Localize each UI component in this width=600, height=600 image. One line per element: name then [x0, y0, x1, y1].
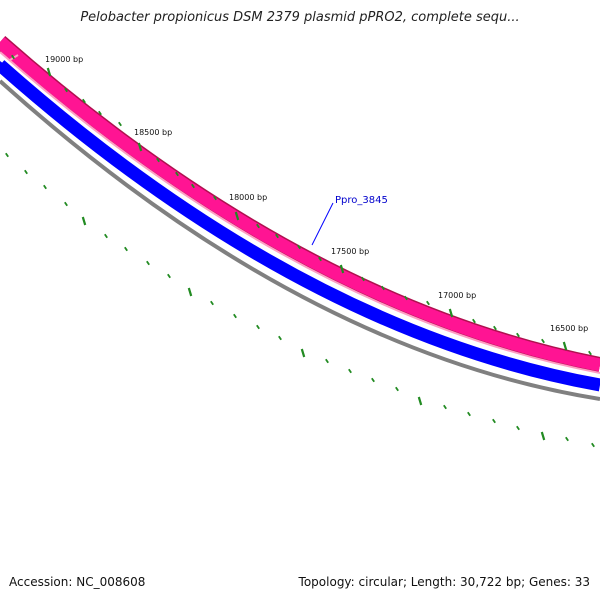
minor-tick [472, 318, 476, 324]
inner-minor-tick [591, 442, 595, 448]
inner-minor-tick [467, 411, 471, 417]
scale-label: 19000 bp [45, 55, 83, 64]
inner-minor-tick [167, 273, 171, 279]
inner-minor-tick [43, 184, 47, 190]
minor-tick [256, 223, 260, 229]
minor-tick [516, 332, 520, 338]
minor-tick [118, 121, 122, 127]
minor-tick [404, 295, 408, 301]
inner-scale-ticks [5, 152, 595, 448]
inner-minor-tick [146, 260, 150, 266]
minor-tick [82, 98, 86, 104]
plus-strand-track-highlight [0, 51, 600, 374]
minor-tick [318, 256, 322, 262]
major-tick [137, 142, 143, 152]
minor-tick [493, 325, 497, 331]
inner-minor-tick [124, 246, 128, 252]
inner-minor-tick [278, 335, 282, 341]
gene-label-leader-line [311, 202, 334, 246]
backbone-circle [0, 79, 600, 401]
inner-minor-tick [210, 300, 214, 306]
minus-strand-gene-end[interactable] [0, 61, 4, 71]
summary-text: Topology: circular; Length: 30,722 bp; G… [298, 575, 590, 589]
plus-strand-track-edge [0, 35, 600, 373]
outer-scale-ticks [11, 54, 592, 356]
scale-label: 18000 bp [229, 193, 267, 202]
scale-labels: 19000 bp 18500 bp 18000 bp 17500 bp 17000 bp… [45, 55, 588, 333]
inner-minor-tick [443, 404, 447, 410]
inner-major-tick [81, 216, 87, 226]
minor-tick [64, 87, 68, 93]
inner-major-tick [187, 287, 193, 297]
inner-minor-tick [516, 425, 520, 431]
inner-minor-tick [256, 324, 260, 330]
major-tick [562, 341, 568, 351]
minor-tick [361, 276, 365, 282]
minor-tick [297, 244, 301, 250]
inner-minor-tick [565, 436, 569, 442]
scale-label: 17000 bp [438, 291, 476, 300]
inner-major-tick [540, 431, 546, 441]
inner-minor-tick [348, 368, 352, 374]
inner-minor-tick [64, 201, 68, 207]
minus-strand-gene-track[interactable] [0, 60, 600, 392]
inner-minor-tick [104, 233, 108, 239]
inner-minor-tick [24, 169, 28, 175]
scale-label: 17500 bp [331, 247, 369, 256]
minor-tick [191, 183, 195, 189]
accession-text: Accession: NC_008608 [9, 575, 146, 589]
scale-label: 18500 bp [134, 128, 172, 137]
minor-tick [98, 110, 102, 116]
minor-tick [381, 285, 385, 291]
inner-minor-tick [325, 358, 329, 364]
minor-tick [11, 54, 15, 60]
minor-tick [588, 350, 592, 356]
inner-minor-tick [233, 313, 237, 319]
major-tick [46, 67, 52, 77]
inner-minor-tick [395, 386, 399, 392]
map-title: Pelobacter propionicus DSM 2379 plasmid … [80, 10, 520, 25]
minor-tick [175, 171, 179, 177]
inner-minor-tick [492, 418, 496, 424]
major-tick [448, 308, 454, 318]
major-tick [234, 211, 240, 221]
inner-minor-tick [5, 152, 9, 158]
minor-tick [156, 157, 160, 163]
minor-tick [426, 300, 430, 306]
inner-major-tick [300, 348, 306, 358]
gene-label-ppro-3845[interactable]: Ppro_3845 [335, 195, 388, 206]
minor-tick [213, 195, 217, 201]
plus-strand-gene-track[interactable] [0, 37, 600, 372]
scale-label: 16500 bp [550, 324, 588, 333]
inner-major-tick [417, 396, 423, 406]
minor-tick [275, 233, 279, 239]
minor-tick [541, 338, 545, 344]
inner-minor-tick [371, 377, 375, 383]
major-tick [339, 264, 345, 274]
